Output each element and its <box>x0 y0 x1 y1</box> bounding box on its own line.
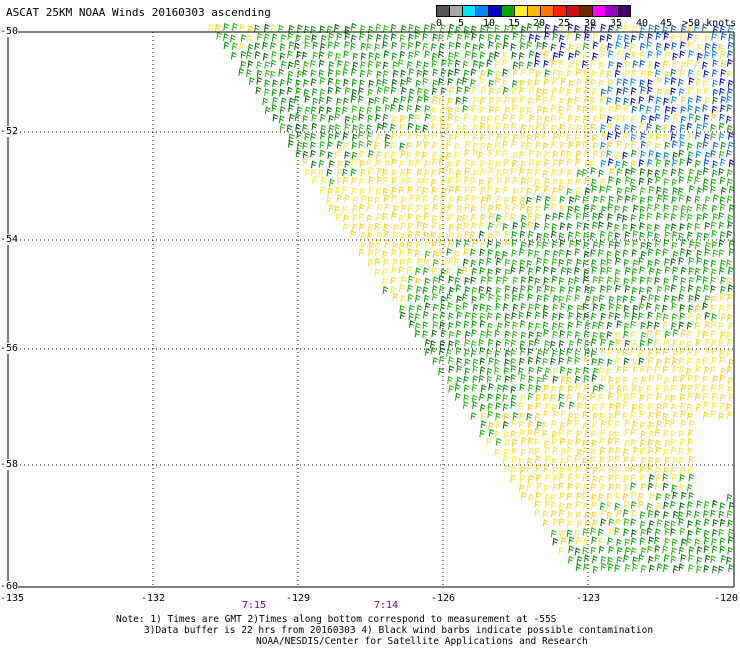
legend-swatch <box>501 5 514 17</box>
longitude-label: -129 <box>286 593 311 604</box>
legend-labels: 0 5 10 15 20 25 30 35 40 45 >50 knots <box>436 17 736 29</box>
legend-swatch <box>592 5 605 17</box>
legend-label: 20 <box>533 18 546 29</box>
footnotes: Note: 1) Times are GMT 2)Times along bot… <box>116 614 653 647</box>
legend-swatch <box>566 5 579 17</box>
legend-swatch <box>475 5 488 17</box>
legend-label: 15 <box>508 18 521 29</box>
legend-label: 35 <box>610 18 623 29</box>
latitude-label: -54 <box>0 234 19 245</box>
legend-swatch <box>553 5 566 17</box>
legend-swatch <box>618 5 631 17</box>
time-label: 7:15 <box>242 600 267 611</box>
latitude-label: -52 <box>0 126 19 137</box>
legend-label: 40 <box>636 18 649 29</box>
legend-label: 5 <box>458 18 465 29</box>
latitude-label: -58 <box>0 459 19 470</box>
legend-label: >50 knots <box>682 18 737 29</box>
note-line-2: 3)Data buffer is 22 hrs from 20160303 4)… <box>144 625 654 636</box>
map-title: ASCAT 25KM NOAA Winds 20160303 ascending <box>6 6 271 19</box>
legend-swatch <box>540 5 553 17</box>
legend-swatch <box>462 5 475 17</box>
legend-swatch <box>488 5 501 17</box>
latitude-label: -56 <box>0 343 19 354</box>
time-label: 7:14 <box>374 600 399 611</box>
legend-label: 0 <box>436 18 443 29</box>
legend-label: 25 <box>558 18 571 29</box>
legend-swatch <box>605 5 618 17</box>
legend-swatch <box>449 5 462 17</box>
longitude-label: -120 <box>714 593 739 604</box>
legend-label: 30 <box>584 18 597 29</box>
longitude-label: -123 <box>576 593 601 604</box>
legend-label: 45 <box>660 18 673 29</box>
lat-lon-grid <box>7 31 735 588</box>
legend-swatch <box>436 5 449 17</box>
legend-swatch <box>514 5 527 17</box>
note-line-3: NOAA/NESDIS/Center for Satellite Applica… <box>256 636 588 647</box>
legend-color-bar <box>436 5 631 17</box>
note-line-1: Note: 1) Times are GMT 2)Times along bot… <box>116 614 557 625</box>
longitude-label: -132 <box>141 593 166 604</box>
longitude-label: -126 <box>431 593 456 604</box>
legend-label: 10 <box>483 18 496 29</box>
longitude-label: -135 <box>0 593 25 604</box>
wind-speed-legend: 0 5 10 15 20 25 30 35 40 45 >50 knots <box>436 5 736 29</box>
legend-swatch <box>527 5 540 17</box>
latitude-label: -50 <box>0 26 19 37</box>
latitude-label: -60 <box>0 581 19 592</box>
legend-swatch <box>579 5 592 17</box>
wind-barbs-layer <box>208 22 735 574</box>
